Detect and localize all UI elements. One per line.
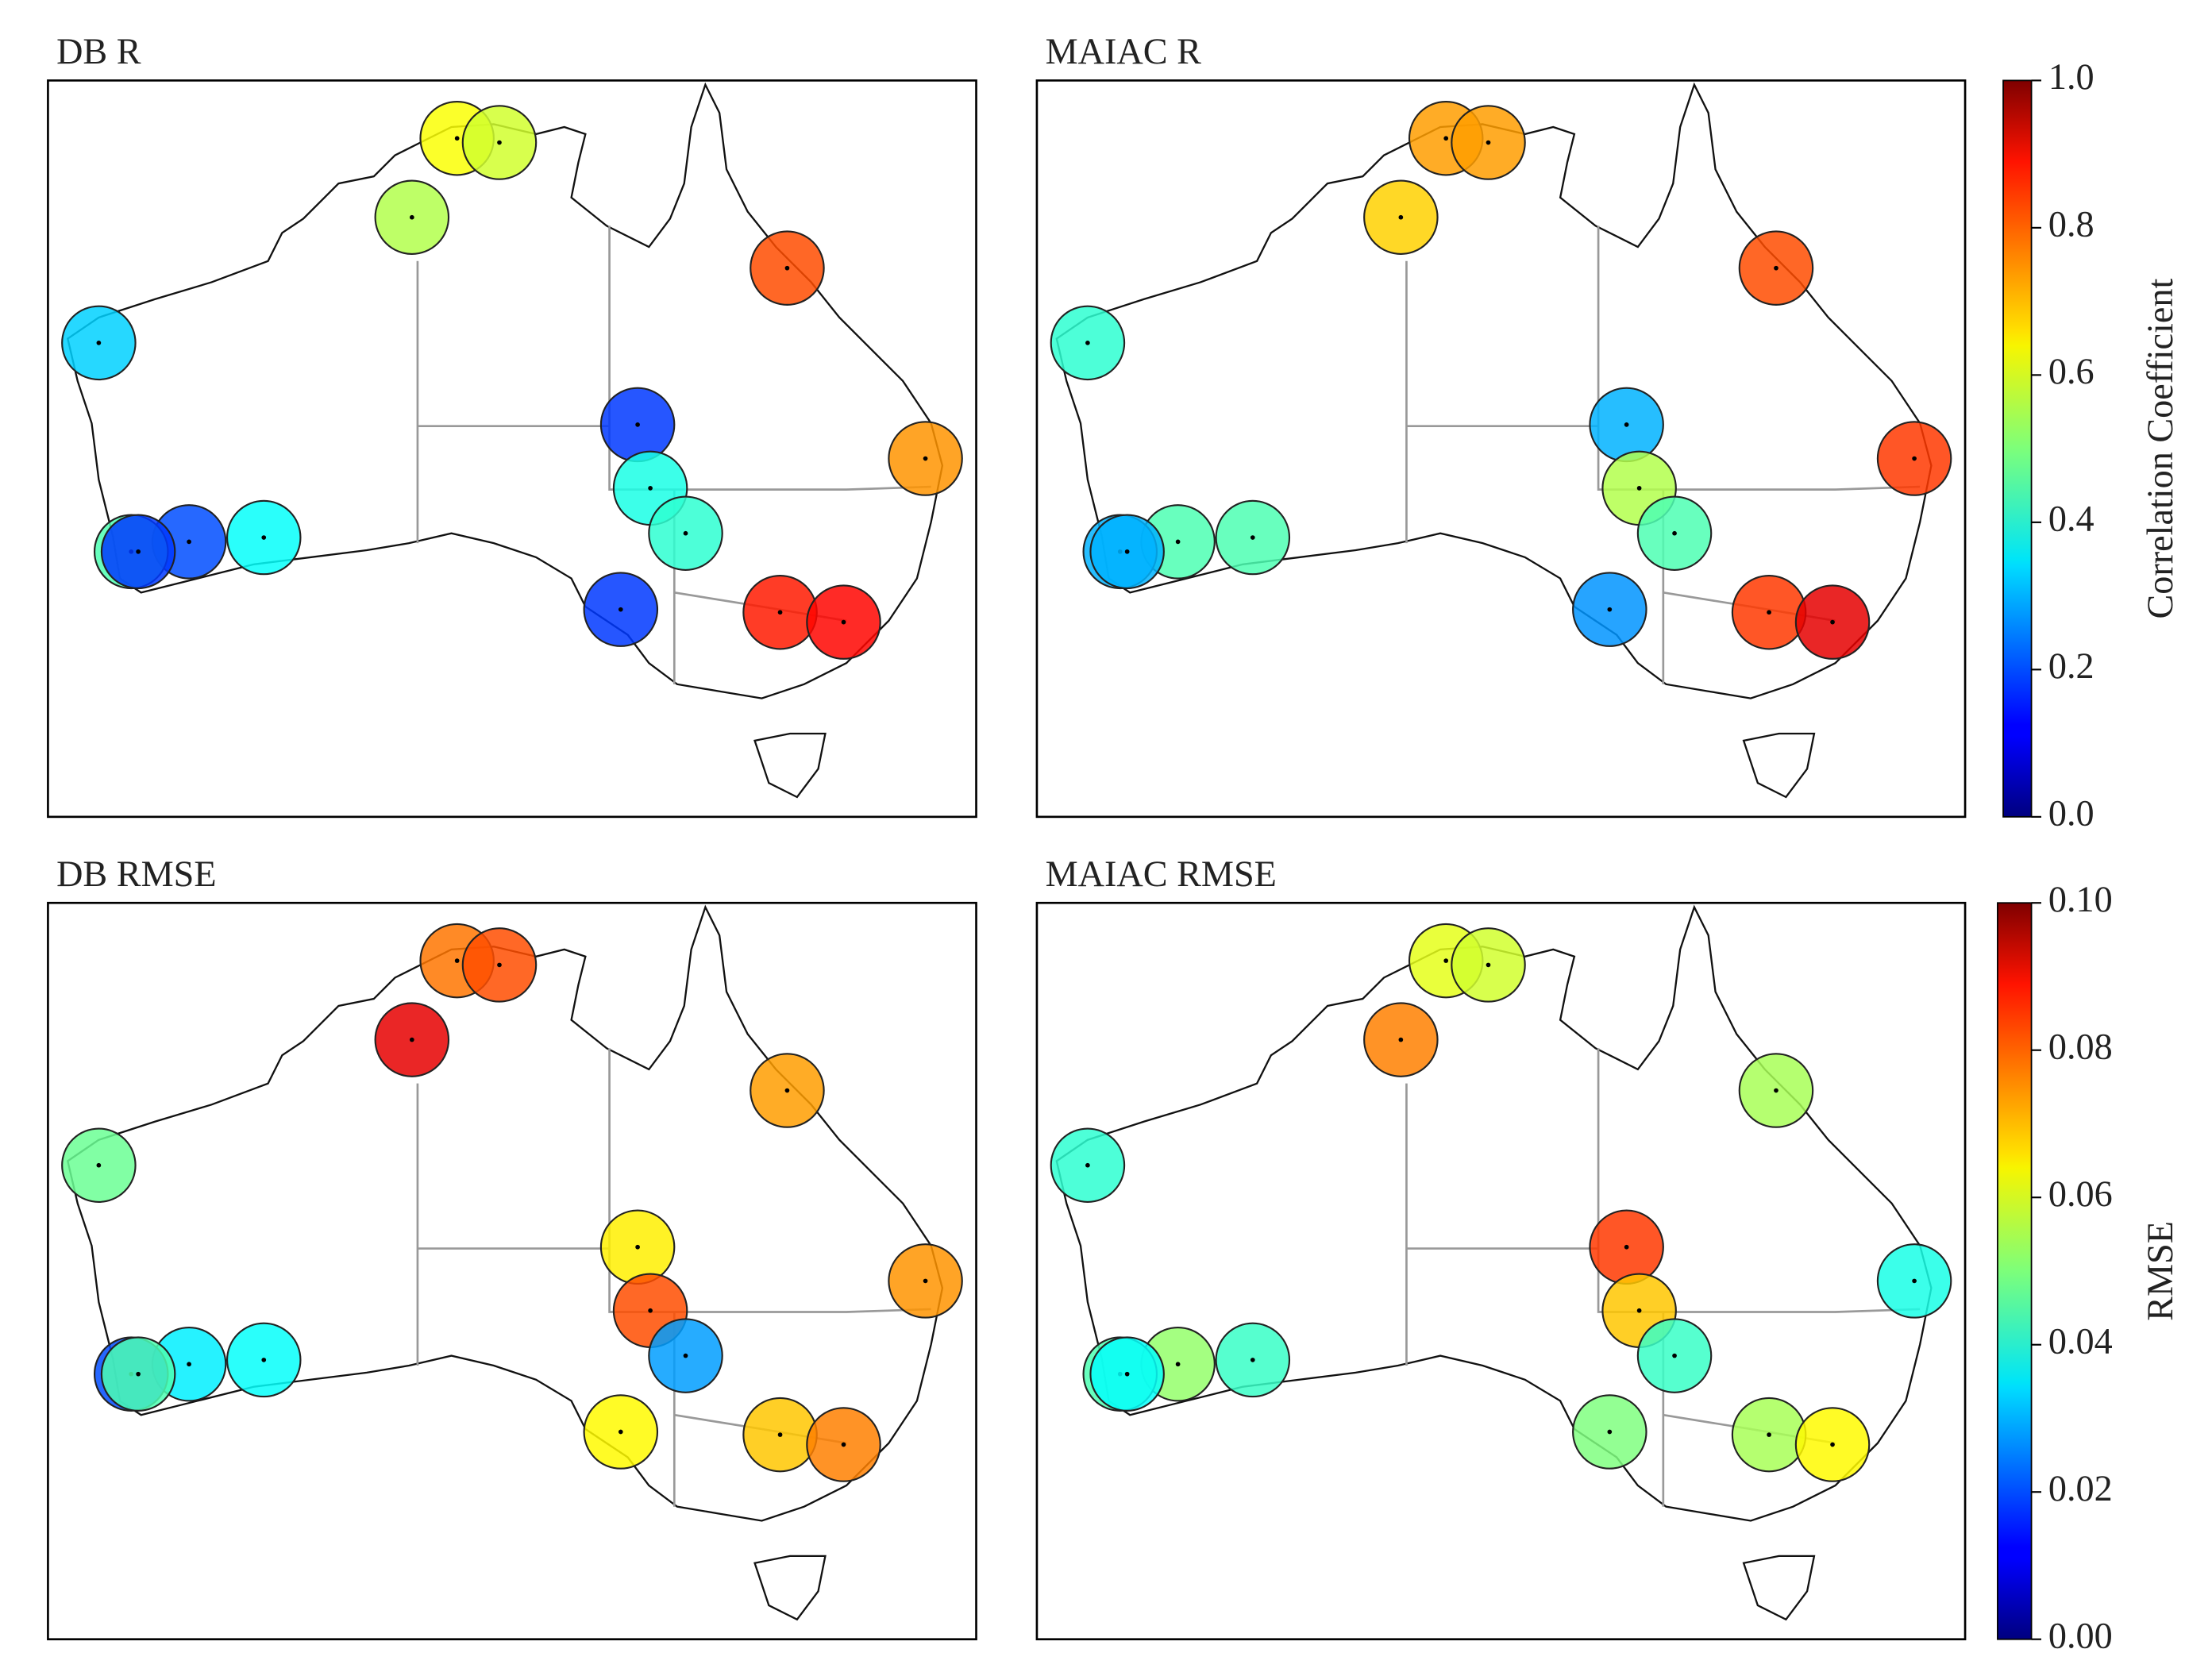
colorbar-tick-label: 0.6 <box>2048 351 2094 391</box>
panel-title: DB RMSE <box>56 853 216 894</box>
site-dot <box>497 962 502 968</box>
site-dot <box>1830 1442 1835 1447</box>
colorbar-tick-label: 0.00 <box>2048 1615 2113 1655</box>
site-dot <box>497 140 502 145</box>
site-dot <box>96 341 102 345</box>
map-panel: DB RMSE <box>47 853 977 1641</box>
site-dot <box>784 265 790 271</box>
site-dot <box>1607 1429 1613 1435</box>
site-dot <box>1607 607 1613 612</box>
site-dot <box>1774 265 1778 271</box>
site-dot <box>1085 341 1090 345</box>
colorbar-tick-label: 0.8 <box>2048 203 2094 244</box>
site-dot <box>187 1362 191 1367</box>
site-dot <box>1124 1371 1130 1377</box>
colorbar-tick-label: 0.04 <box>2048 1320 2113 1361</box>
panel-frame <box>1035 901 1967 1641</box>
site-dot <box>1830 619 1835 625</box>
site-dot <box>1672 530 1677 536</box>
site-dot <box>1085 1162 1090 1168</box>
colorbar <box>2002 79 2033 818</box>
site-dot <box>187 539 191 545</box>
site-dot <box>1672 1353 1677 1358</box>
site-dot <box>841 1442 846 1447</box>
site-dot <box>1774 1088 1778 1093</box>
site-dot <box>1912 456 1917 461</box>
site-dot <box>1250 1358 1255 1362</box>
site-dot <box>96 1162 102 1168</box>
colorbar <box>1997 902 2033 1640</box>
panel-title: DB R <box>56 31 141 71</box>
tasmania <box>1742 732 1816 799</box>
colorbar-tick-label: 1.0 <box>2048 56 2094 97</box>
site-dot <box>1486 140 1491 145</box>
site-dot <box>409 214 414 220</box>
site-dot <box>1624 422 1629 427</box>
colorbar-tick-label: 0.02 <box>2048 1468 2113 1508</box>
site-dot <box>777 610 783 615</box>
site-dot <box>923 456 928 461</box>
tasmania <box>753 732 827 799</box>
site-dot <box>1124 549 1130 554</box>
site-dot <box>1175 1362 1181 1367</box>
map-panel: MAIAC R <box>1035 31 1967 819</box>
site-dot <box>683 530 688 536</box>
site-dot <box>1486 962 1491 968</box>
state-border <box>608 225 931 491</box>
panel-frame <box>47 901 977 1641</box>
site-dot <box>1398 214 1404 220</box>
site-dot <box>454 958 460 963</box>
site-dot <box>635 1244 640 1250</box>
colorbar-tick-label: 0.08 <box>2048 1026 2113 1066</box>
site-dot <box>841 619 846 625</box>
map-panel: DB R <box>47 31 977 819</box>
colorbar-label: RMSE <box>2140 1221 2180 1321</box>
site-dot <box>1767 610 1771 615</box>
colorbar-tick-label: 0.2 <box>2048 645 2094 686</box>
site-dot <box>261 535 267 540</box>
site-dot <box>618 607 623 612</box>
site-dot <box>136 549 141 554</box>
site-dot <box>1443 136 1449 141</box>
site-dot <box>1250 535 1255 540</box>
panel-title: MAIAC R <box>1046 31 1202 71</box>
colorbar-tick-label: 0.10 <box>2048 879 2113 919</box>
site-dot <box>777 1432 783 1437</box>
site-dot <box>1624 1244 1629 1250</box>
panel-frame <box>47 79 977 819</box>
state-border <box>1597 1048 1921 1313</box>
site-dot <box>1175 539 1181 545</box>
colorbar-tick-label: 0.0 <box>2048 792 2094 833</box>
site-dot <box>1443 958 1449 963</box>
site-dot <box>1912 1278 1917 1284</box>
site-dot <box>635 422 640 427</box>
site-dot <box>784 1088 790 1093</box>
site-dot <box>1636 1308 1642 1313</box>
site-dot <box>1767 1432 1771 1437</box>
site-dot <box>683 1353 688 1358</box>
tasmania <box>1742 1555 1816 1621</box>
map-panel: MAIAC RMSE <box>1035 853 1967 1641</box>
site-dot <box>1636 486 1642 491</box>
state-border <box>608 1048 931 1313</box>
site-dot <box>648 1308 653 1313</box>
site-dot <box>261 1358 267 1362</box>
site-dot <box>648 486 653 491</box>
site-dot <box>618 1429 623 1435</box>
panel-frame <box>1035 79 1967 819</box>
state-border <box>1597 225 1921 491</box>
panel-title: MAIAC RMSE <box>1046 853 1277 894</box>
colorbar-tick-label: 0.4 <box>2048 498 2094 538</box>
site-dot <box>923 1278 928 1284</box>
tasmania <box>753 1555 827 1621</box>
colorbar-label: Correlation Coefficient <box>2140 279 2180 619</box>
site-dot <box>409 1037 414 1042</box>
site-dot <box>454 136 460 141</box>
site-dot <box>136 1371 141 1377</box>
site-dot <box>1398 1037 1404 1042</box>
colorbar-tick-label: 0.06 <box>2048 1173 2113 1214</box>
